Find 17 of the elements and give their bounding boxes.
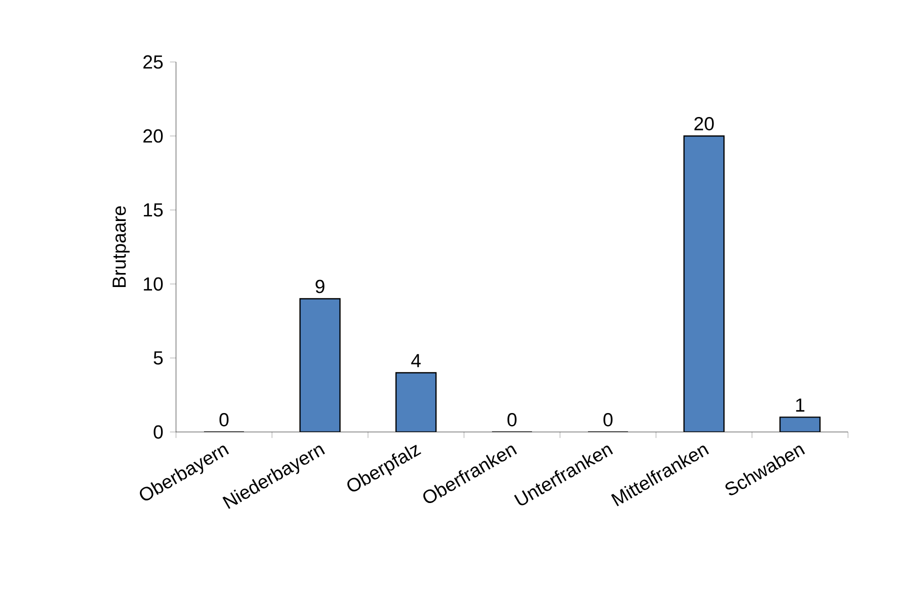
- data-label: 1: [796, 398, 804, 412]
- y-axis-title: Brutpaare: [112, 206, 130, 287]
- y-tick-label: 25: [143, 55, 163, 69]
- y-tick-label: 20: [143, 129, 163, 143]
- y-tick-label: 5: [154, 351, 163, 365]
- bar: [683, 135, 725, 432]
- data-label: 20: [694, 116, 714, 130]
- data-label: 0: [603, 412, 613, 426]
- y-tick-label: 10: [144, 277, 163, 291]
- bar: [299, 298, 341, 432]
- data-label: 4: [411, 354, 421, 368]
- y-tick-label: 0: [154, 425, 163, 439]
- data-label: 0: [219, 412, 229, 426]
- data-label: 9: [316, 280, 324, 294]
- bar: [395, 372, 437, 432]
- data-label: 0: [507, 412, 517, 426]
- y-tick-label: 15: [144, 203, 163, 217]
